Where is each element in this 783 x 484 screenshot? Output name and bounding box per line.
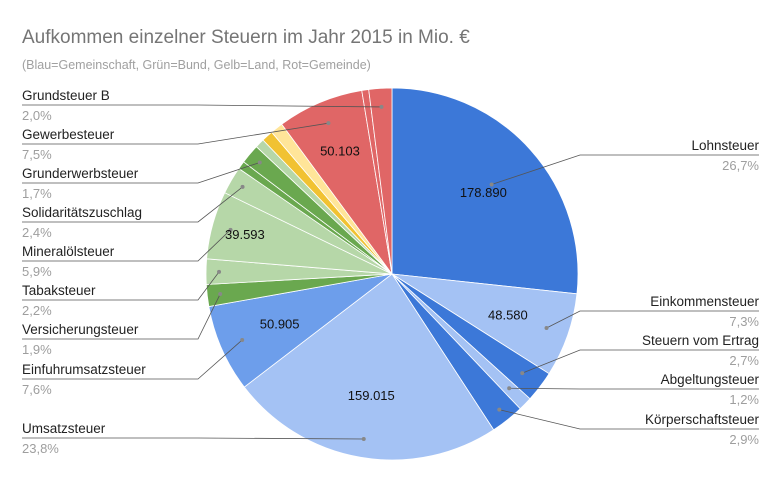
percent-solidaritaetszuschlag: 2,4% <box>22 225 52 240</box>
value-label-lohnsteuer: 178.890 <box>460 185 507 200</box>
label-tabaksteuer: Tabaksteuer <box>22 283 96 298</box>
leader-dot-abgeltungsteuer <box>507 386 512 391</box>
leader-dot-solidaritaetszuschlag <box>240 184 245 189</box>
label-grundsteuer-b: Grundsteuer B <box>22 88 110 103</box>
slice-umsatzsteuer <box>243 273 495 461</box>
label-einfuhrumsatzsteuer: Einfuhrumsatzsteuer <box>22 362 146 377</box>
label-lohnsteuer: Lohnsteuer <box>691 138 759 153</box>
leader-einfuhrumsatzsteuer <box>22 339 243 380</box>
value-label-einkommensteuer: 48.580 <box>488 307 528 322</box>
value-label-umsatzsteuer: 159.015 <box>348 388 395 403</box>
leader-grundsteuer-b <box>22 104 382 108</box>
slice-grundsteuer-b <box>368 87 393 275</box>
label-versicherungsteuer: Versicherungsteuer <box>22 322 139 337</box>
percent-versicherungsteuer: 1,9% <box>22 342 52 357</box>
leader-dot-koerperschaftsteuer <box>497 407 502 412</box>
chart-title: Aufkommen einzelner Steuern im Jahr 2015… <box>22 27 470 48</box>
leader-dot-grunderwerbsteuer <box>257 160 262 165</box>
leader-steuern-vom-ertrag <box>522 349 759 374</box>
label-gewerbesteuer: Gewerbesteuer <box>22 127 115 142</box>
label-koerperschaftsteuer: Körperschaftsteuer <box>645 412 760 427</box>
leader-dot-einkommensteuer <box>544 325 549 330</box>
label-abgeltungsteuer: Abgeltungsteuer <box>661 372 760 387</box>
leader-einkommensteuer <box>546 310 759 329</box>
percent-einkommensteuer: 7,3% <box>729 314 759 329</box>
label-grunderwerbsteuer: Grunderwerbsteuer <box>22 166 139 181</box>
leader-abgeltungsteuer <box>509 387 759 390</box>
chart-subtitle: (Blau=Gemeinschaft, Grün=Bund, Gelb=Land… <box>22 58 371 72</box>
label-solidaritaetszuschlag: Solidaritätszuschlag <box>22 205 142 220</box>
leader-mineraloelsteuer <box>22 229 231 262</box>
leader-dot-mineraloelsteuer <box>228 227 233 232</box>
leader-dot-steuern-vom-ertrag <box>520 371 525 376</box>
slice-labels: Lohnsteuer 26,7% 178.890 Einkommensteuer 7,3… <box>22 88 759 456</box>
percent-umsatzsteuer: 23,8% <box>22 441 59 456</box>
leader-lohnsteuer <box>491 154 759 185</box>
label-einkommensteuer: Einkommensteuer <box>650 294 759 309</box>
value-label-mineraloelsteuer: 39.593 <box>225 227 265 242</box>
leader-dot-einfuhrumsatzsteuer <box>240 337 245 342</box>
leader-grunderwerbsteuer <box>22 162 260 184</box>
percent-steuern-vom-ertrag: 2,7% <box>729 353 759 368</box>
label-mineraloelsteuer: Mineralölsteuer <box>22 244 115 259</box>
leader-dot-gewerbesteuer <box>326 121 331 126</box>
leader-gewerbesteuer <box>22 122 329 145</box>
leader-dot-versicherungsteuer <box>218 292 223 297</box>
leader-solidaritaetszuschlag <box>22 186 243 223</box>
leader-koerperschaftsteuer <box>499 409 759 430</box>
leader-tabaksteuer <box>22 271 220 301</box>
leader-lines <box>22 104 759 441</box>
leader-umsatzsteuer <box>22 437 364 440</box>
label-steuern-vom-ertrag: Steuern vom Ertrag <box>642 333 759 348</box>
percent-einfuhrumsatzsteuer: 7,6% <box>22 382 52 397</box>
percent-grundsteuer-b: 2,0% <box>22 108 52 123</box>
value-label-einfuhrumsatzsteuer: 50.905 <box>260 316 300 331</box>
leader-dot-lohnsteuer <box>489 182 494 187</box>
leader-dot-tabaksteuer <box>217 269 222 274</box>
label-umsatzsteuer: Umsatzsteuer <box>22 421 106 436</box>
percent-abgeltungsteuer: 1,2% <box>729 392 759 407</box>
leader-dot-grundsteuer-b <box>379 104 384 109</box>
percent-gewerbesteuer: 7,5% <box>22 147 52 162</box>
leader-versicherungsteuer <box>22 293 221 340</box>
slice-lohnsteuer <box>391 87 579 295</box>
percent-grunderwerbsteuer: 1,7% <box>22 186 52 201</box>
percent-lohnsteuer: 26,7% <box>722 158 759 173</box>
pie-slices <box>205 87 579 461</box>
percent-koerperschaftsteuer: 2,9% <box>729 432 759 447</box>
percent-tabaksteuer: 2,2% <box>22 303 52 318</box>
percent-mineraloelsteuer: 5,9% <box>22 264 52 279</box>
value-label-gewerbesteuer: 50.103 <box>320 144 360 159</box>
leader-dot-umsatzsteuer <box>361 436 366 441</box>
